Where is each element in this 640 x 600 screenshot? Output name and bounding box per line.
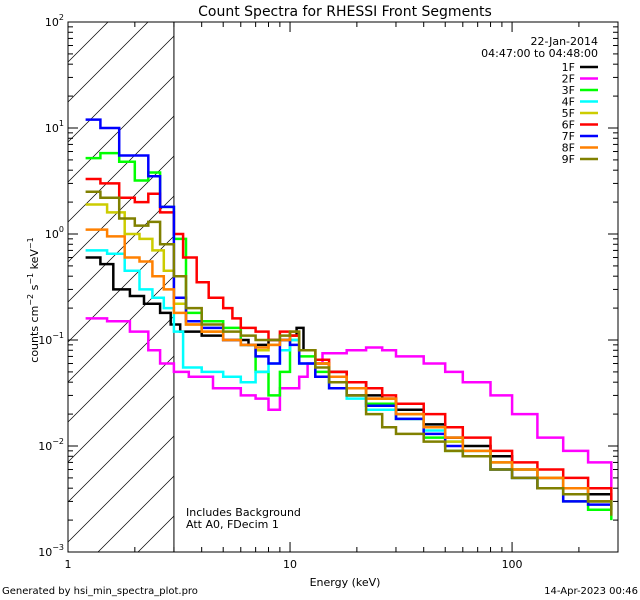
x-axis-label: Energy (keV) xyxy=(310,576,381,589)
series-group xyxy=(85,118,613,521)
legend-label-6F: 6F xyxy=(562,119,575,132)
hatch-line xyxy=(68,275,174,383)
hatch-line xyxy=(68,22,149,103)
x-axis-ticks: 1 10 100 xyxy=(65,22,619,571)
hatch-line xyxy=(68,35,174,143)
y-tick-label: 10−3 xyxy=(38,543,64,559)
hatch-line xyxy=(97,475,174,552)
hatch-line xyxy=(68,355,174,463)
hatch-line xyxy=(68,195,174,303)
date-label: 22-Jan-2014 xyxy=(531,35,599,48)
y-tick-label: 100 xyxy=(45,225,64,241)
hatch-line xyxy=(68,155,174,263)
footer-timestamp: 14-Apr-2023 00:46 xyxy=(544,586,638,597)
hatch-line xyxy=(68,235,174,343)
y-tick-label: 102 xyxy=(45,13,64,29)
x-tick-label: 100 xyxy=(502,558,523,571)
annotation-attenuator: Att A0, FDecim 1 xyxy=(186,518,279,531)
hatch-line xyxy=(68,22,109,63)
series-line-9F xyxy=(85,190,613,516)
x-tick-label: 10 xyxy=(283,558,297,571)
chart-title: Count Spectra for RHESSI Front Segments xyxy=(198,4,492,20)
legend-label-9F: 9F xyxy=(562,153,575,166)
legend-label-8F: 8F xyxy=(562,142,575,155)
series-line-5F xyxy=(85,203,613,510)
plot-frame xyxy=(67,21,619,553)
hatched-region xyxy=(68,22,174,552)
footer-generated-by: Generated by hsi_min_spectra_plot.pro xyxy=(2,586,198,597)
annotation-background: Includes Background xyxy=(186,506,301,519)
legend-label-4F: 4F xyxy=(562,96,575,109)
legend-label-2F: 2F xyxy=(562,73,575,86)
y-axis-label: counts cm−2 s−1 keV−1 xyxy=(26,237,41,362)
time-range-label: 04:47:00 to 04:48:00 xyxy=(481,47,598,60)
series-line-7F xyxy=(85,118,613,510)
legend-label-3F: 3F xyxy=(562,84,575,97)
hatch-line xyxy=(68,315,174,423)
hatch-line xyxy=(68,395,174,503)
series-line-1F xyxy=(85,256,613,502)
y-tick-label: 10−1 xyxy=(38,331,64,347)
legend-label-1F: 1F xyxy=(562,61,575,74)
x-tick-label: 1 xyxy=(65,558,72,571)
y-tick-label: 101 xyxy=(45,119,64,135)
y-axis-ticks: 10−3 10−2 10−1 100 101 102 xyxy=(38,13,618,559)
y-tick-label: 10−2 xyxy=(38,437,64,453)
hatch-line xyxy=(68,75,174,183)
legend-label-7F: 7F xyxy=(562,130,575,143)
hatch-line xyxy=(68,435,174,543)
legend-label-5F: 5F xyxy=(562,107,575,120)
series-line-6F xyxy=(85,177,613,502)
